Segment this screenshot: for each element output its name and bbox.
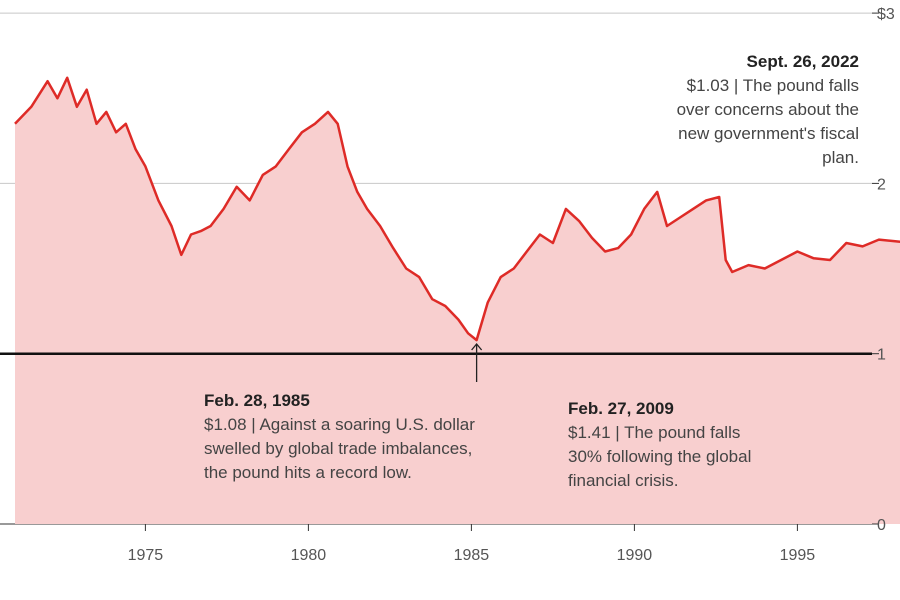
- y-tick-label: 0: [877, 517, 886, 534]
- annotation-text-line: $1.08 | Against a soaring U.S. dollar: [204, 415, 475, 434]
- y-tick-label: $3: [877, 6, 895, 23]
- series-line: [14, 76, 900, 342]
- annotation-text-line: $1.03 | The pound falls: [686, 76, 859, 95]
- annotation-feb-1985: Feb. 28, 1985 $1.08 | Against a soaring …: [204, 389, 534, 485]
- annotation-text-line: over concerns about the: [676, 100, 859, 119]
- y-tick-label: 1: [877, 347, 886, 364]
- annotation-text-line: new government's fiscal: [678, 124, 859, 143]
- line-layer: [14, 76, 900, 342]
- y-axis-ticks: 0 1 2 $3: [872, 6, 895, 534]
- annotation-date: Feb. 27, 2009: [568, 399, 674, 418]
- x-tick-label: 1990: [617, 547, 653, 564]
- y-tick-label: 2: [877, 176, 886, 193]
- x-tick-label: 1980: [291, 547, 327, 564]
- annotation-arrows: [471, 342, 483, 382]
- x-axis-ticks: 1975198019851990199520002005201020152020: [128, 524, 816, 564]
- annotation-sept-2022: Sept. 26, 2022 $1.03 | The pound falls o…: [599, 50, 859, 170]
- annotation-text-line: swelled by global trade imbalances,: [204, 439, 473, 458]
- x-tick-label: 1995: [780, 547, 816, 564]
- annotation-text-line: financial crisis.: [568, 471, 679, 490]
- arrow-feb-1985-head: [471, 342, 483, 351]
- annotation-text-line: the pound hits a record low.: [204, 463, 412, 482]
- annotation-date: Sept. 26, 2022: [746, 52, 859, 71]
- annotation-feb-2009: Feb. 27, 2009 $1.41 | The pound falls 30…: [568, 397, 828, 493]
- annotation-text-line: plan.: [822, 148, 859, 167]
- annotation-text-line: 30% following the global: [568, 447, 752, 466]
- x-tick-label: 1985: [454, 547, 490, 564]
- annotation-text-line: $1.41 | The pound falls: [568, 423, 741, 442]
- annotation-date: Feb. 28, 1985: [204, 391, 310, 410]
- x-tick-label: 1975: [128, 547, 164, 564]
